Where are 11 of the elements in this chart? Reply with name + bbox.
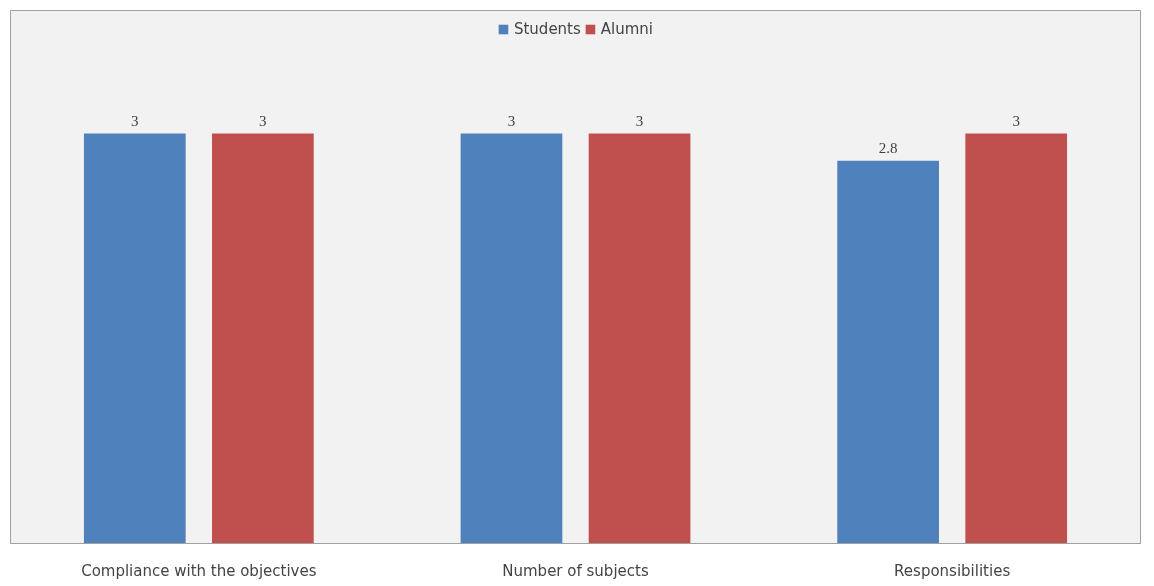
- data-label: 3: [259, 112, 267, 129]
- legend-label: Alumni: [600, 20, 654, 38]
- data-label: 3: [1012, 112, 1020, 129]
- x-tick-label: Compliance with the objectives: [81, 561, 317, 580]
- data-label: 2.8: [878, 139, 898, 156]
- x-tick-label: Responsibilities: [894, 561, 1011, 580]
- data-label: 3: [635, 112, 644, 129]
- data-label: 3: [507, 112, 516, 129]
- legend-label: Students: [513, 20, 581, 38]
- data-label: 3: [131, 112, 139, 129]
- x-tick-label: Number of subjects: [502, 561, 649, 580]
